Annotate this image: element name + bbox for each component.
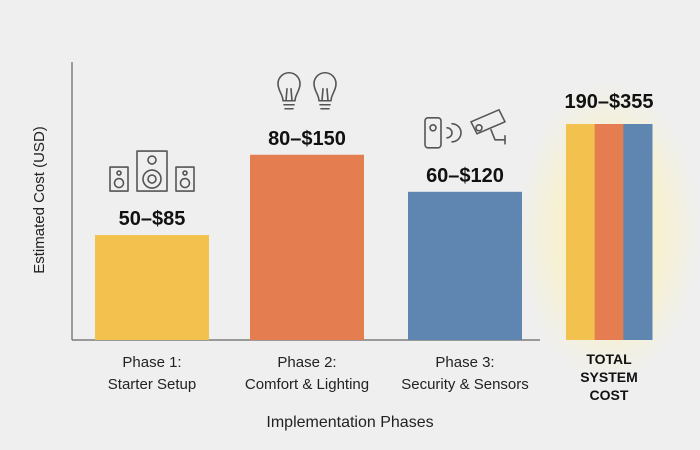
total-bar-segment-1 bbox=[566, 124, 596, 340]
total-label-line-2: SYSTEM bbox=[580, 369, 638, 385]
total-label-line-1: TOTAL bbox=[586, 351, 632, 367]
y-axis-label: Estimated Cost (USD) bbox=[31, 126, 48, 274]
category-label-phase-2: Phase 2: bbox=[277, 354, 336, 371]
category-sublabel-phase-3: Security & Sensors bbox=[401, 376, 529, 393]
bar-phase-2 bbox=[250, 154, 364, 340]
bar-phase-3 bbox=[408, 191, 522, 340]
speaker-set-icon bbox=[109, 150, 195, 192]
light-bulb-icon bbox=[277, 72, 337, 110]
x-axis-label: Implementation Phases bbox=[266, 414, 433, 431]
security-camera-icon bbox=[424, 109, 506, 149]
total-bar-segment-2 bbox=[594, 124, 624, 340]
data-label-phase-2: 80–$150 bbox=[268, 128, 346, 150]
total-label-line-3: COST bbox=[590, 387, 629, 403]
category-label-phase-1: Phase 1: bbox=[122, 354, 181, 371]
category-sublabel-phase-2: Comfort & Lighting bbox=[245, 376, 369, 393]
total-data-label: 190–$355 bbox=[565, 91, 654, 113]
data-label-phase-1: 50–$85 bbox=[119, 208, 186, 230]
data-label-phase-3: 60–$120 bbox=[426, 165, 504, 187]
total-bar-segment-3 bbox=[623, 124, 653, 340]
category-label-phase-3: Phase 3: bbox=[435, 354, 494, 371]
bar-phase-1 bbox=[95, 235, 209, 340]
category-sublabel-phase-1: Starter Setup bbox=[108, 376, 196, 393]
